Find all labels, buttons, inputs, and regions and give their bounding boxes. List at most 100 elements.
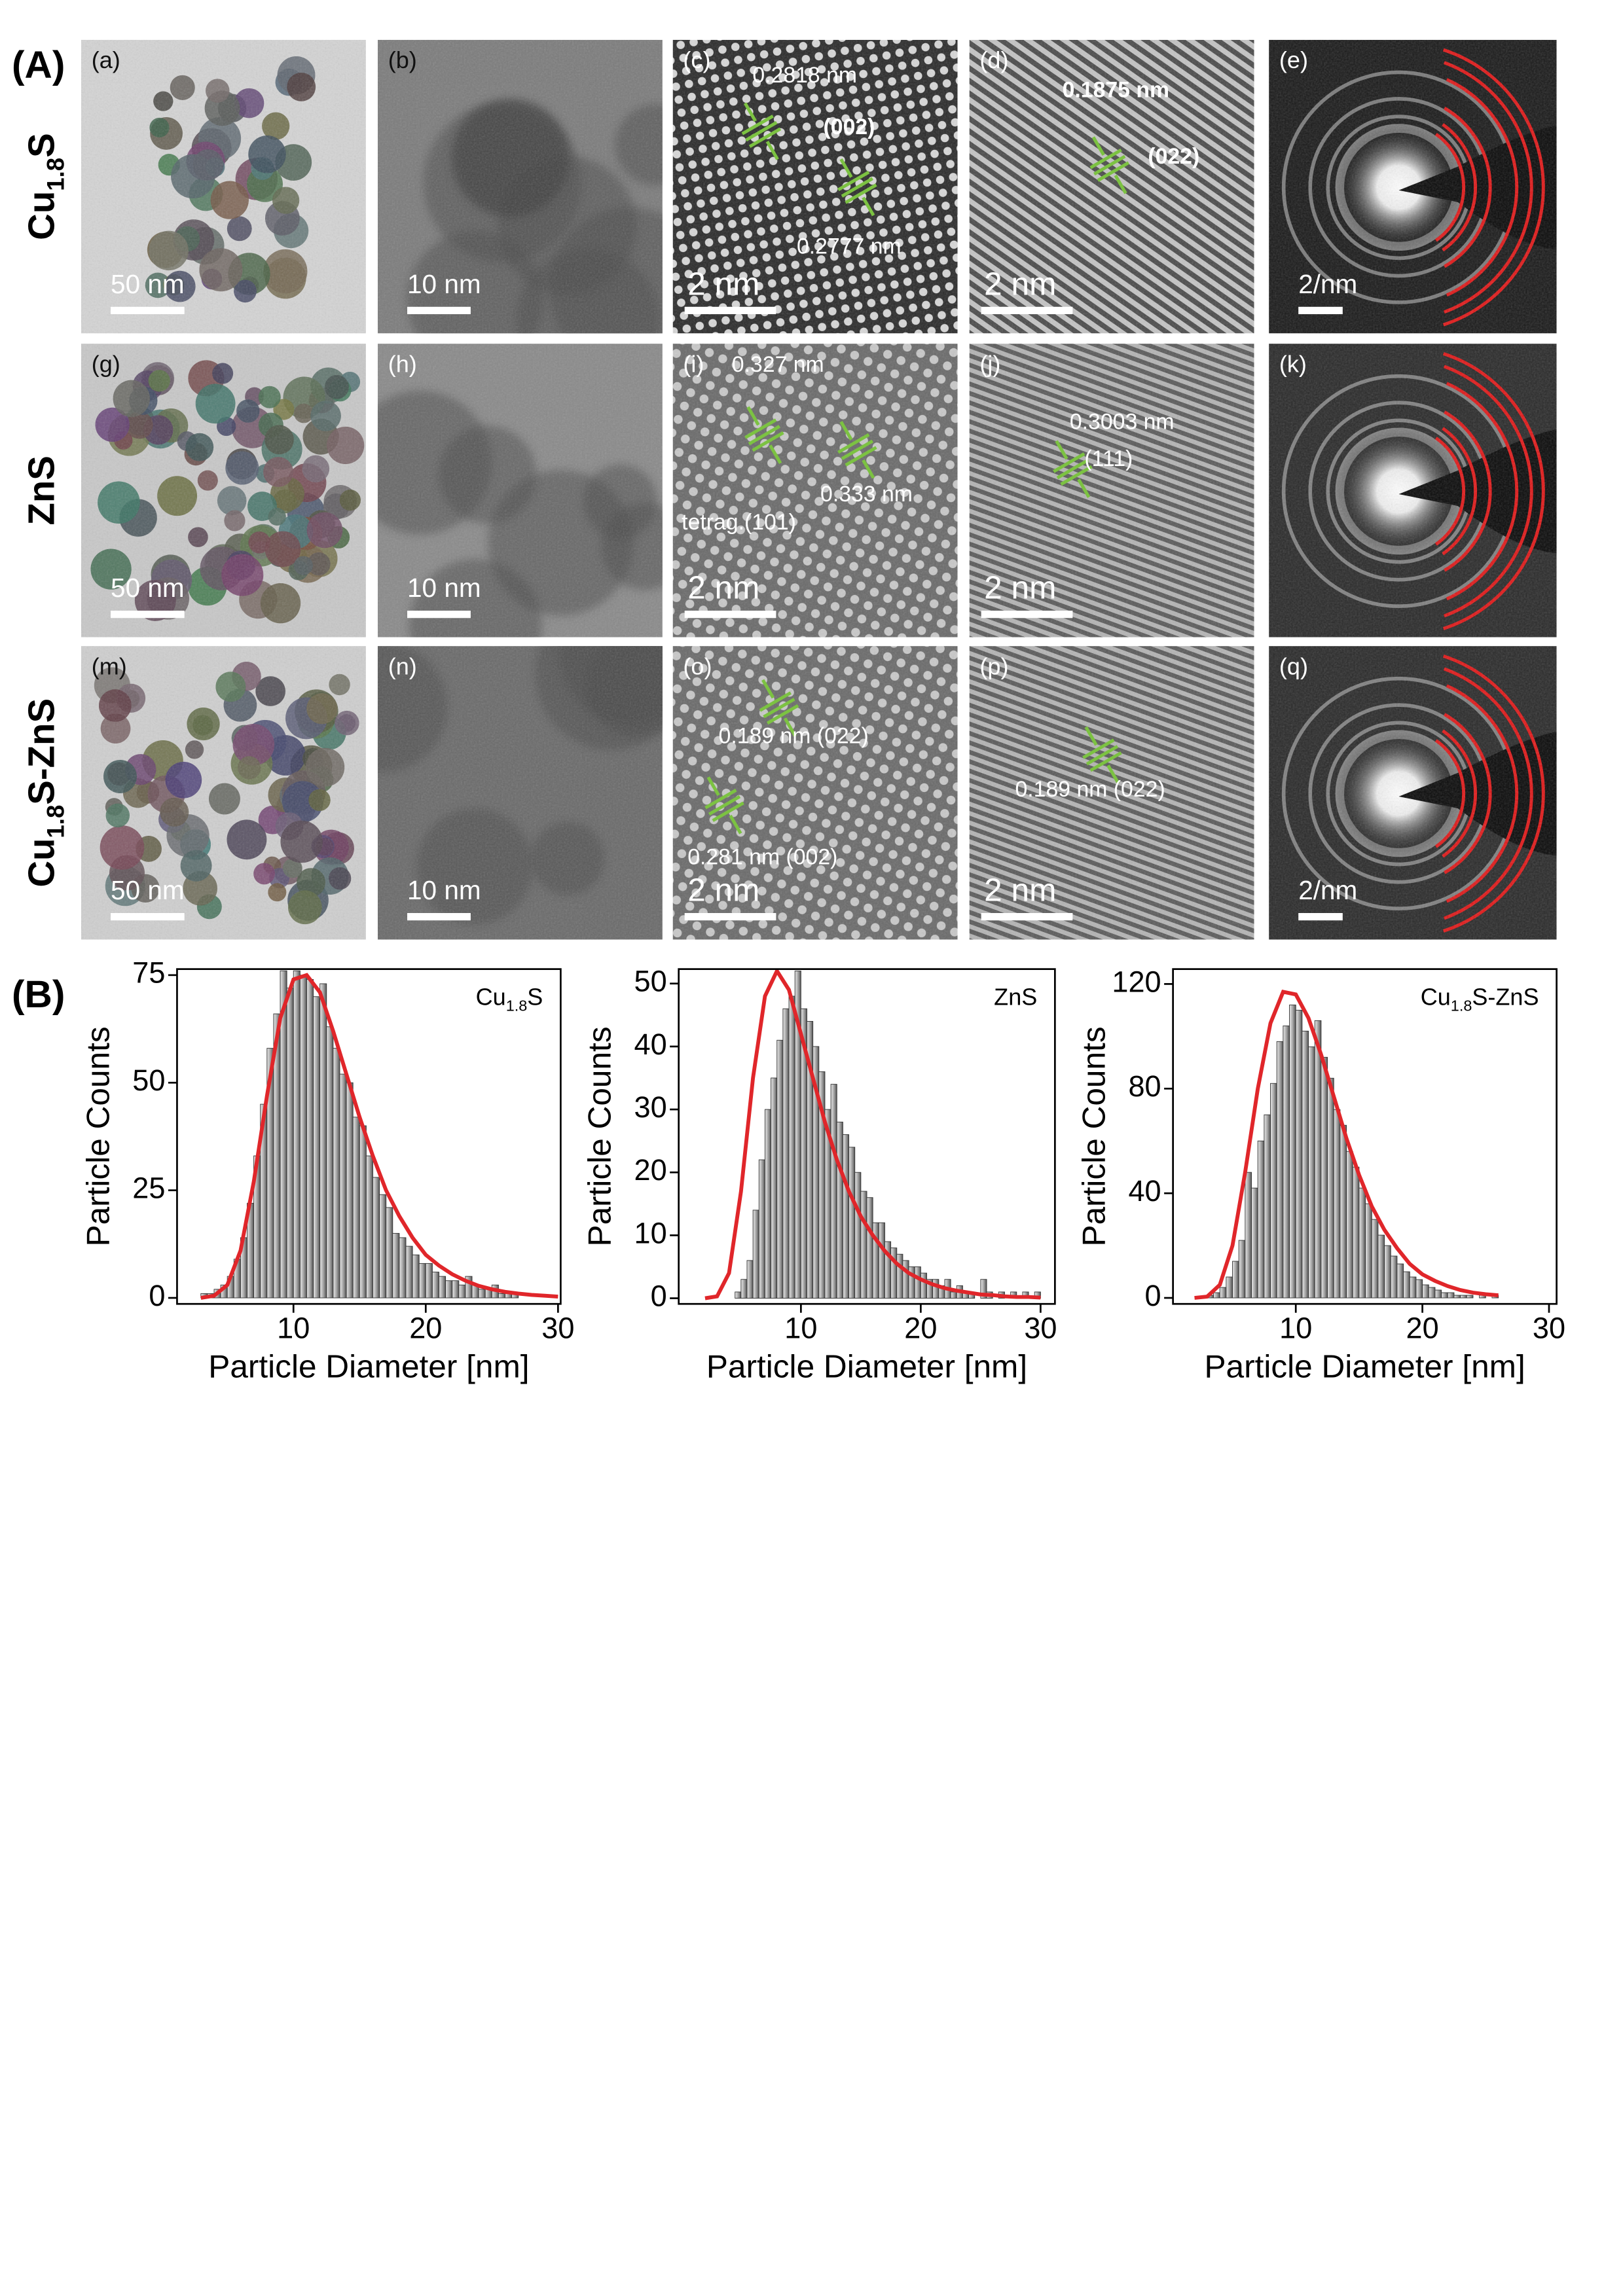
micrograph [377, 646, 663, 940]
bar [752, 1210, 759, 1299]
micrograph [969, 646, 1254, 940]
y-axis-label: Particle Counts [581, 1026, 618, 1246]
bar [1245, 1172, 1252, 1299]
micrograph-panel: (q) 2/nm [1269, 646, 1557, 940]
bar [399, 1237, 407, 1299]
fringe-mark [741, 115, 774, 135]
bar [896, 1253, 903, 1299]
fringe-mark [845, 183, 877, 204]
micrograph-panel: (j) 2 nm 0.3003 nm (111) [969, 344, 1254, 637]
bar [788, 996, 795, 1299]
bar [878, 1222, 885, 1299]
bar [412, 1254, 420, 1299]
fringe-mark [748, 127, 782, 149]
bar [1365, 1203, 1372, 1299]
lattice-marker [1082, 726, 1122, 785]
y-tick-label: 40 [634, 1028, 667, 1061]
scale-bar [684, 912, 776, 921]
bar [771, 1077, 778, 1299]
arrow [1077, 478, 1091, 498]
scale-bar [407, 912, 471, 921]
x-axis-label: Particle Diameter [nm] [706, 1348, 1027, 1384]
panel-letter: (g) [92, 350, 120, 377]
bar [1226, 1276, 1233, 1299]
scale-bar-label: 2 nm [687, 872, 759, 908]
fringe-mark [841, 177, 874, 198]
micrograph [1269, 344, 1557, 637]
fringe-mark [837, 170, 870, 192]
plot-frame [176, 968, 562, 1305]
section-label: (B) [12, 973, 65, 1016]
bar [458, 1284, 466, 1299]
plot-area [1194, 990, 1499, 1300]
scale-bar [684, 611, 776, 619]
bar [854, 1172, 862, 1299]
scale-bar-label: 50 nm [111, 573, 185, 603]
bar [333, 1048, 340, 1299]
y-tick-label: 50 [132, 1064, 165, 1097]
y-tick-label: 50 [634, 965, 667, 998]
fringe-mark [1097, 161, 1130, 182]
fit-curve [704, 969, 1041, 1300]
bar [346, 1082, 354, 1299]
micrograph [81, 646, 366, 940]
panel-letter: (d) [979, 46, 1008, 73]
panel-letter: (k) [1279, 350, 1307, 377]
fringe-mark [1053, 452, 1085, 473]
bar [498, 1293, 505, 1299]
scale-bar [1298, 912, 1343, 921]
scale-bar [684, 306, 776, 315]
section-label: (A) [12, 44, 65, 86]
bar [980, 1279, 987, 1299]
bar [1232, 1261, 1239, 1299]
fringe-mark [708, 795, 741, 816]
micrograph [1269, 39, 1557, 334]
bar [932, 1279, 939, 1299]
bar [920, 1272, 927, 1299]
annotation: 0.2818 nm [752, 63, 857, 88]
lattice-marker [1053, 440, 1093, 498]
arrow [746, 406, 760, 426]
fringe-mark [766, 704, 799, 725]
arrow [765, 140, 779, 160]
bar [1460, 1295, 1467, 1299]
bar [1327, 1077, 1334, 1299]
arrow [1106, 764, 1120, 785]
grain [672, 646, 958, 940]
plot-frame [678, 968, 1056, 1305]
fringe-mark [1093, 154, 1126, 176]
bar [1409, 1276, 1417, 1299]
grain [1269, 344, 1557, 637]
chart-title: ZnS [994, 983, 1037, 1010]
plot-area [200, 970, 558, 1300]
arrow [1114, 174, 1127, 194]
scale-bar-label: 2 nm [984, 265, 1056, 302]
bar [1447, 1292, 1455, 1299]
y-tick-label: 40 [1128, 1174, 1161, 1208]
scale-bar-label: 50 nm [111, 875, 185, 905]
bar [352, 1117, 360, 1299]
x-tick-label: 10 [277, 1312, 310, 1345]
bar [373, 1177, 380, 1299]
annotation: tetrag.(101) [682, 510, 796, 535]
lattice-marker [741, 102, 782, 160]
bar [1415, 1279, 1423, 1299]
bar [782, 1008, 790, 1299]
fringe-mark [748, 425, 781, 446]
fringe-mark [1056, 458, 1089, 480]
bar [1441, 1292, 1448, 1299]
grain [81, 39, 366, 334]
bar [1453, 1295, 1461, 1299]
y-tick-label: 30 [634, 1090, 667, 1124]
bar [1314, 1020, 1322, 1299]
arrow [1055, 440, 1068, 460]
micrograph-panel: (d) 2 nm 0.1875 nm (022) [969, 39, 1254, 334]
arrow [743, 102, 757, 122]
micrograph [81, 39, 366, 334]
grain [81, 646, 366, 940]
bar [735, 1291, 742, 1299]
bar [830, 1084, 837, 1299]
micrograph [969, 39, 1254, 334]
micrograph [1269, 646, 1557, 940]
scale-bar [981, 611, 1073, 619]
